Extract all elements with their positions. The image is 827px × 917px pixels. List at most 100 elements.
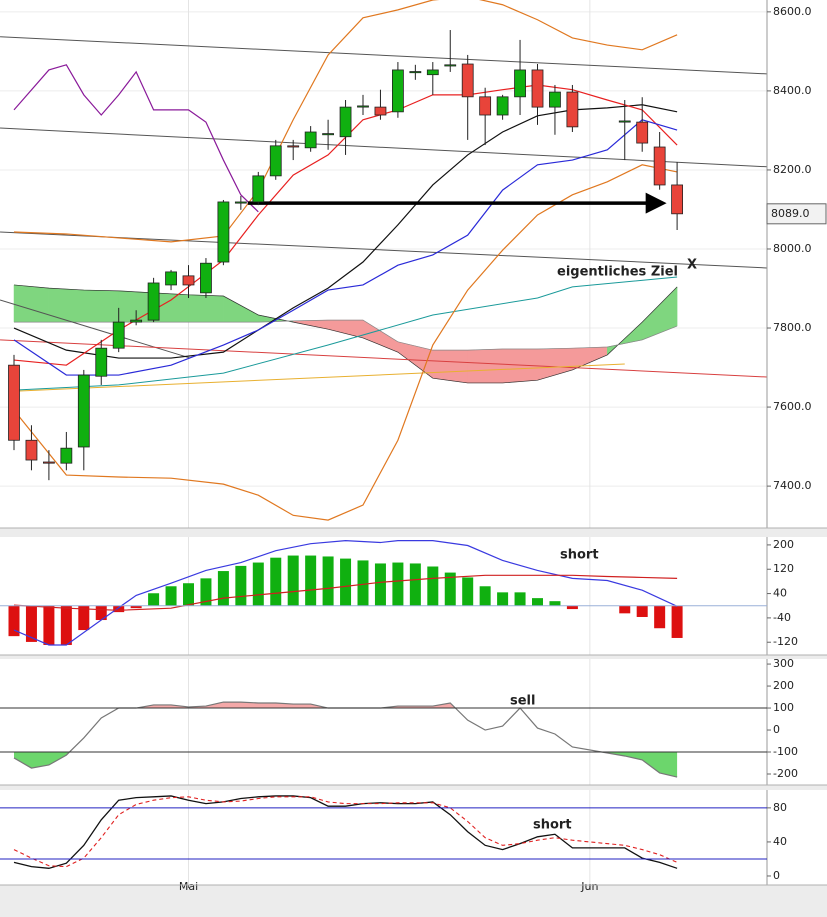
y-tick-label: -120: [773, 635, 798, 648]
histogram-bar: [305, 555, 317, 606]
plot-area: [13, 790, 678, 885]
histogram-bar: [566, 605, 578, 610]
candle-body: [147, 282, 160, 321]
candle-body: [165, 271, 177, 286]
cloud-edge: [13, 284, 678, 384]
y-tick-label: -100: [773, 745, 798, 758]
candle-body: [252, 175, 265, 203]
y-tick-label: 200: [773, 679, 794, 692]
histogram-bar: [113, 605, 125, 613]
cloud-segment: [13, 284, 50, 323]
annotation: short: [533, 818, 572, 833]
histogram-bar: [25, 605, 37, 642]
panel-background: [0, 0, 827, 528]
histogram-bar: [183, 583, 194, 606]
histogram-bar: [252, 562, 264, 606]
candle-body: [426, 69, 439, 76]
candle-body: [357, 105, 369, 108]
candle-body: [77, 374, 90, 448]
indicator-line: [0, 231, 767, 269]
histogram-bar: [671, 605, 683, 638]
candle-body: [636, 121, 649, 144]
candle-body: [496, 96, 509, 116]
candle-body: [322, 133, 335, 136]
histogram-bar: [130, 605, 142, 609]
indicator-line: [13, 64, 259, 213]
candle-body: [514, 69, 526, 98]
histogram-bar: [78, 605, 90, 631]
candle-body: [269, 145, 282, 177]
histogram-bar: [95, 605, 107, 621]
indicator-line: [0, 339, 767, 378]
y-tick-label: 0: [773, 869, 780, 882]
histogram-bar: [619, 605, 631, 614]
histogram-bar: [357, 560, 369, 606]
cloud-segment: [188, 294, 224, 323]
y-tick-label: 8600.0: [773, 5, 812, 18]
candle-body: [182, 275, 195, 286]
candle-body: [391, 69, 404, 113]
candle-body: [444, 64, 457, 67]
last-price-label: 8089.0: [771, 207, 810, 220]
y-tick-label: 7400.0: [773, 479, 812, 492]
candle-body: [409, 71, 422, 74]
histogram-bar: [43, 605, 55, 645]
y-tick-label: 8400.0: [773, 84, 812, 97]
indicator-line: [0, 36, 767, 75]
y-tick-label: 100: [773, 701, 794, 714]
panel-background: [0, 790, 827, 885]
y-tick-label: 40: [773, 835, 787, 848]
candle-body: [374, 106, 387, 116]
histogram-bar: [60, 605, 72, 645]
histogram-bar: [514, 592, 526, 606]
y-tick-label: 40: [773, 587, 787, 600]
y-tick-label: 120: [773, 562, 794, 575]
candle-body: [304, 131, 317, 149]
annotation: eigentliches Ziel: [557, 265, 678, 280]
indicator-line: [13, 574, 678, 611]
indicator-line: [13, 795, 678, 869]
panel-background: [0, 659, 827, 785]
indicator-line: [13, 119, 678, 376]
candle-body: [60, 447, 73, 464]
candle-body: [130, 319, 143, 323]
candle-body: [25, 439, 38, 461]
cloud-segment: [467, 348, 503, 384]
candle-body: [618, 120, 631, 123]
histogram-bar: [462, 577, 474, 606]
cloud-segment: [83, 289, 119, 323]
annotation: sell: [510, 694, 535, 709]
candle-body: [671, 184, 683, 215]
candle-body: [200, 262, 212, 294]
indicator-line: [13, 796, 678, 868]
candle-body: [479, 96, 492, 116]
histogram-bar: [444, 572, 456, 606]
y-tick-label: 8200.0: [773, 163, 812, 176]
plot-area: [0, 0, 767, 528]
candle-body: [43, 461, 55, 464]
level-fill: [136, 702, 456, 709]
y-tick-label: 200: [773, 538, 794, 551]
histogram-bar: [287, 555, 299, 606]
y-tick-label: 300: [773, 657, 794, 670]
y-tick-label: 7800.0: [773, 321, 812, 334]
last-price-box: [766, 203, 827, 225]
indicator-line: [13, 276, 678, 391]
histogram-bar: [374, 563, 386, 606]
y-tick-label: 80: [773, 801, 787, 814]
histogram-bar: [497, 592, 509, 606]
histogram-bar: [427, 566, 439, 606]
cloud-segment: [432, 349, 468, 384]
histogram-bar: [217, 571, 229, 606]
histogram-bar: [392, 562, 404, 606]
annotation: short: [560, 548, 599, 563]
histogram-bar: [8, 605, 20, 637]
candle-body: [112, 321, 125, 349]
candle-body: [234, 201, 247, 204]
histogram-bar: [165, 586, 177, 606]
candle-body: [549, 91, 561, 108]
candle-body: [95, 347, 108, 377]
annotation: X: [687, 258, 697, 273]
